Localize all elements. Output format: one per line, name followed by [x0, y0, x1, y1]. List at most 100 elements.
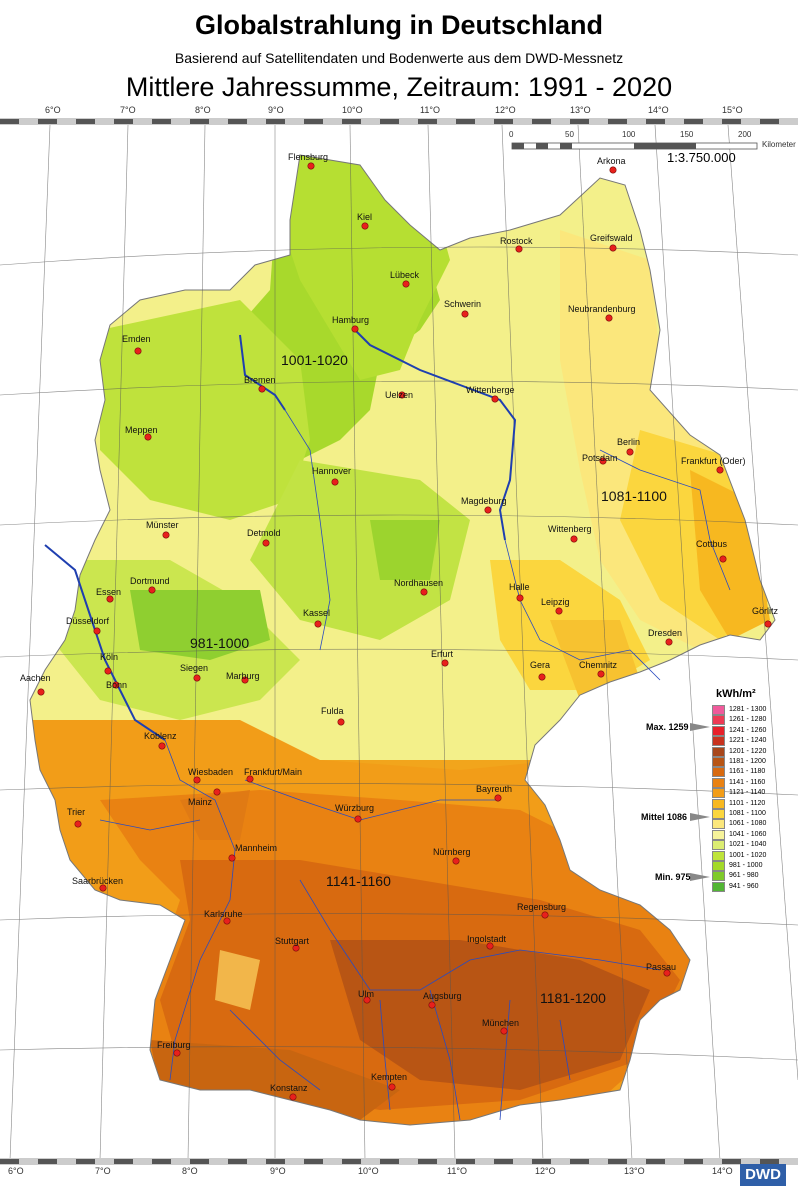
city-label: Passau [646, 962, 677, 972]
legend-title: kWh/m² [716, 688, 756, 700]
city-label: Münster [146, 520, 179, 530]
city-label: Mannheim [235, 843, 278, 853]
city-label: Greifswald [590, 233, 633, 243]
longitude-label-top: 10°O [342, 105, 363, 115]
frame-tick [266, 1159, 285, 1164]
legend-row: 1161 - 1180 [712, 767, 768, 778]
city-label: Uelzen [385, 390, 414, 400]
legend-row: 1281 - 1300 [712, 705, 768, 715]
frame-tick [114, 1159, 133, 1164]
city-label: Gera [530, 660, 551, 670]
city-marker [626, 448, 634, 456]
legend-label: 1201 - 1220 [729, 747, 767, 755]
city-marker [609, 244, 617, 252]
city-label: Potsdam [582, 453, 618, 463]
city-label: Chemnitz [579, 660, 618, 670]
city-label: Hannover [312, 466, 352, 476]
legend-row: 981 - 1000 [712, 861, 768, 871]
legend-swatch [712, 840, 725, 851]
city-marker [428, 1001, 436, 1009]
city-marker [331, 478, 339, 486]
city-label: Schwerin [444, 299, 482, 309]
city-label: Düsseldorf [66, 616, 110, 626]
longitude-label-top: 8°O [195, 105, 211, 115]
city-label: Emden [122, 334, 151, 344]
frame-tick [532, 1159, 551, 1164]
city-marker [134, 347, 142, 355]
legend-row: 1121 - 1140 [712, 788, 768, 799]
legend-swatch [712, 777, 725, 788]
region-value-label: 981-1000 [190, 635, 250, 651]
city-marker [420, 588, 428, 596]
city-marker [213, 788, 221, 796]
legend-label: 1021 - 1040 [729, 841, 767, 849]
city-marker [162, 531, 170, 539]
scale-ratio: 1:3.750.000 [667, 150, 736, 165]
city-marker [609, 166, 617, 174]
legend-label: 981 - 1000 [729, 862, 763, 869]
city-label: Dresden [648, 628, 683, 638]
city-marker [363, 996, 371, 1004]
legend-swatch [712, 881, 725, 892]
legend-pointer [690, 873, 710, 881]
city-marker [354, 815, 362, 823]
legend-row: 1061 - 1080 [712, 819, 768, 830]
city-marker [246, 775, 254, 783]
city-label: Frankfurt (Oder) [681, 456, 746, 466]
city-label: Arkona [597, 156, 626, 166]
legend-row: 1201 - 1220 [712, 746, 768, 757]
longitude-label-top: 12°O [495, 105, 516, 115]
longitude-label-top: 9°O [268, 105, 284, 115]
city-label: Magdeburg [461, 496, 507, 506]
frame-tick [760, 1159, 779, 1164]
legend-row: 1261 - 1280 [712, 715, 768, 726]
city-label: Nürnberg [433, 847, 471, 857]
city-marker [144, 433, 152, 441]
longitude-label-bottom: 12°O [535, 1166, 556, 1176]
period-title: Mittlere Jahressumme, Zeitraum: 1991 - 2… [125, 72, 673, 102]
legend-row: 1221 - 1240 [712, 736, 768, 747]
city-marker [289, 1093, 297, 1101]
city-marker [461, 310, 469, 318]
city-label: Görlitz [752, 606, 779, 616]
legend-row: 1141 - 1160 [712, 777, 768, 788]
city-label: Marburg [226, 671, 260, 681]
city-marker [314, 620, 322, 628]
city-marker [173, 1049, 181, 1057]
frame-tick [456, 1159, 475, 1164]
legend-label: 1061 - 1080 [729, 820, 767, 828]
city-label: Neubrandenburg [568, 304, 636, 314]
longitude-label-top: 6°O [45, 105, 61, 115]
city-label: Stuttgart [275, 936, 310, 946]
scale-tick-label: 50 [565, 130, 574, 139]
legend-mean-label: Mittel 1086 [641, 812, 688, 822]
city-label: Kassel [303, 608, 331, 618]
city-marker [223, 917, 231, 925]
city-label: Augsburg [423, 991, 462, 1001]
frame-tick [228, 119, 247, 124]
city-label: Kiel [357, 212, 373, 222]
city-label: Wittenberg [548, 524, 592, 534]
city-marker [764, 620, 772, 628]
legend-swatch [712, 736, 725, 747]
city-marker [93, 627, 101, 635]
legend-row: 1101 - 1120 [712, 798, 768, 809]
frame-tick [228, 1159, 247, 1164]
city-marker [361, 222, 369, 230]
longitude-label-top: 14°O [648, 105, 669, 115]
legend-label: 1281 - 1300 [729, 706, 767, 713]
city-marker [398, 391, 406, 399]
longitude-label-bottom: 8°O [182, 1166, 198, 1176]
city-marker [37, 688, 45, 696]
frame-tick [722, 1159, 741, 1164]
frame-tick [456, 119, 475, 124]
legend-swatch [712, 819, 725, 830]
city-marker [555, 607, 563, 615]
frame-tick [304, 119, 323, 124]
scale-tick-label: 200 [738, 130, 752, 139]
city-label: Ingolstadt [467, 934, 507, 944]
city-marker [597, 670, 605, 678]
legend-label: 1241 - 1260 [729, 726, 767, 734]
city-label: Wittenberge [466, 385, 515, 395]
